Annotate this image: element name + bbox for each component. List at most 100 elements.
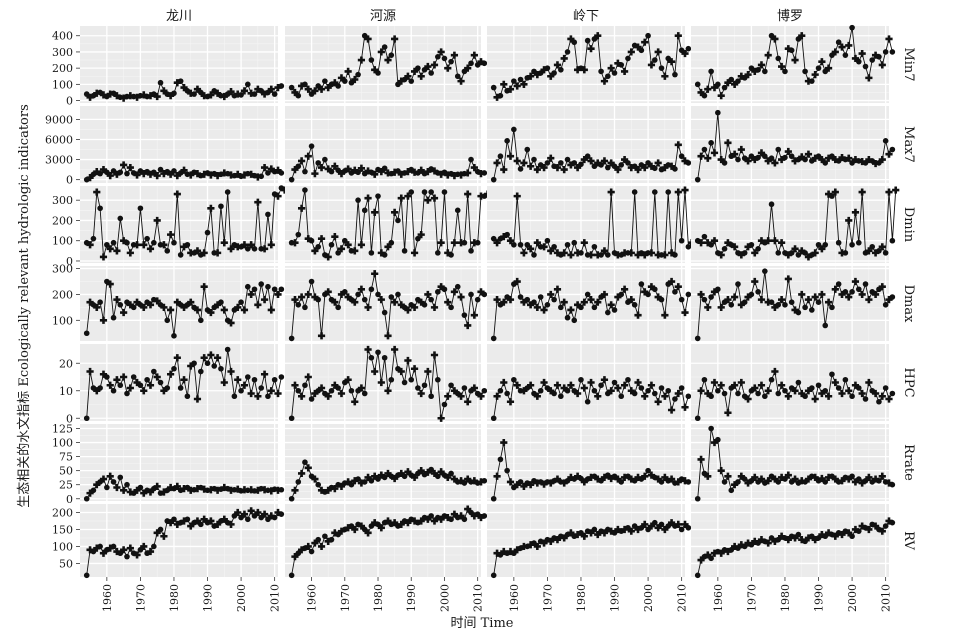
data-point (331, 298, 339, 306)
data-point (647, 381, 656, 389)
data-point (849, 289, 855, 295)
data-point (791, 475, 799, 483)
data-point (547, 154, 555, 162)
data-point (315, 243, 322, 250)
data-point (614, 166, 622, 174)
data-point (591, 243, 598, 250)
data-point (371, 472, 379, 480)
data-point (869, 387, 876, 394)
data-point (553, 381, 562, 389)
data-point (97, 299, 103, 306)
data-point (191, 360, 197, 367)
indicator-label: Dmin (901, 207, 916, 243)
data-point (871, 389, 880, 398)
data-point (724, 79, 732, 87)
data-point (798, 290, 806, 299)
data-point (260, 245, 269, 253)
data-point (410, 249, 419, 257)
data-point (697, 556, 705, 564)
data-point (200, 354, 208, 362)
data-point (611, 530, 618, 536)
data-point (133, 551, 141, 559)
data-point (271, 514, 278, 521)
data-point (795, 379, 802, 386)
data-point (704, 85, 712, 93)
data-point (99, 370, 108, 378)
data-point (335, 385, 341, 391)
data-point (580, 239, 588, 247)
data-point (544, 301, 551, 308)
data-point (809, 385, 815, 391)
data-point (708, 241, 714, 248)
data-point (724, 139, 732, 147)
data-point (540, 243, 548, 251)
data-point (741, 250, 748, 256)
data-point (240, 381, 249, 389)
data-point (153, 482, 161, 490)
data-point (200, 515, 208, 523)
data-point (791, 534, 799, 542)
data-point (798, 389, 806, 398)
data-point (795, 309, 802, 316)
data-point (227, 245, 235, 253)
data-point (355, 387, 361, 394)
data-point (654, 475, 662, 483)
data-point (160, 387, 168, 395)
data-point (130, 374, 137, 380)
data-point (710, 378, 719, 387)
data-point (464, 321, 472, 330)
data-point (638, 385, 645, 391)
data-point (822, 387, 829, 394)
data-point (324, 253, 332, 261)
data-point (291, 381, 299, 389)
data-point (160, 87, 168, 95)
data-point (788, 299, 795, 306)
x-tick-label: 1980 (372, 584, 385, 612)
facet-panel (80, 504, 285, 579)
data-point (364, 473, 372, 481)
data-point (685, 45, 692, 52)
data-point (618, 62, 625, 68)
data-point (355, 291, 361, 298)
data-point (391, 519, 399, 527)
data-point (457, 512, 465, 520)
data-point (251, 376, 258, 383)
data-point (428, 296, 434, 303)
data-point (651, 165, 658, 172)
data-point (614, 475, 622, 483)
data-point (708, 555, 714, 562)
data-point (401, 248, 408, 254)
data-point (83, 91, 90, 97)
data-point (153, 92, 161, 101)
data-point (291, 296, 299, 304)
data-point (775, 250, 782, 256)
data-point (855, 239, 862, 246)
panel-background (487, 424, 685, 501)
data-point (728, 385, 735, 391)
data-point (831, 285, 839, 293)
data-point (634, 311, 642, 319)
data-point (302, 187, 308, 193)
data-point (553, 285, 562, 293)
x-tick-label: 1990 (813, 584, 826, 612)
data-point (288, 495, 295, 502)
data-point (721, 390, 728, 397)
data-point (587, 157, 595, 165)
data-point (517, 479, 524, 485)
data-point (620, 67, 629, 75)
data-point (278, 170, 285, 176)
data-point (506, 478, 515, 486)
data-point (728, 301, 735, 308)
data-point (177, 252, 184, 258)
data-point (464, 169, 472, 177)
data-point (444, 473, 452, 481)
data-point (822, 241, 829, 248)
data-point (694, 495, 701, 502)
data-point (311, 87, 319, 95)
data-point (768, 473, 775, 480)
facet-panel (285, 266, 488, 342)
data-point (417, 389, 425, 398)
y-tick-label: 300 (52, 194, 73, 207)
data-point (802, 538, 808, 545)
data-point (855, 476, 862, 482)
